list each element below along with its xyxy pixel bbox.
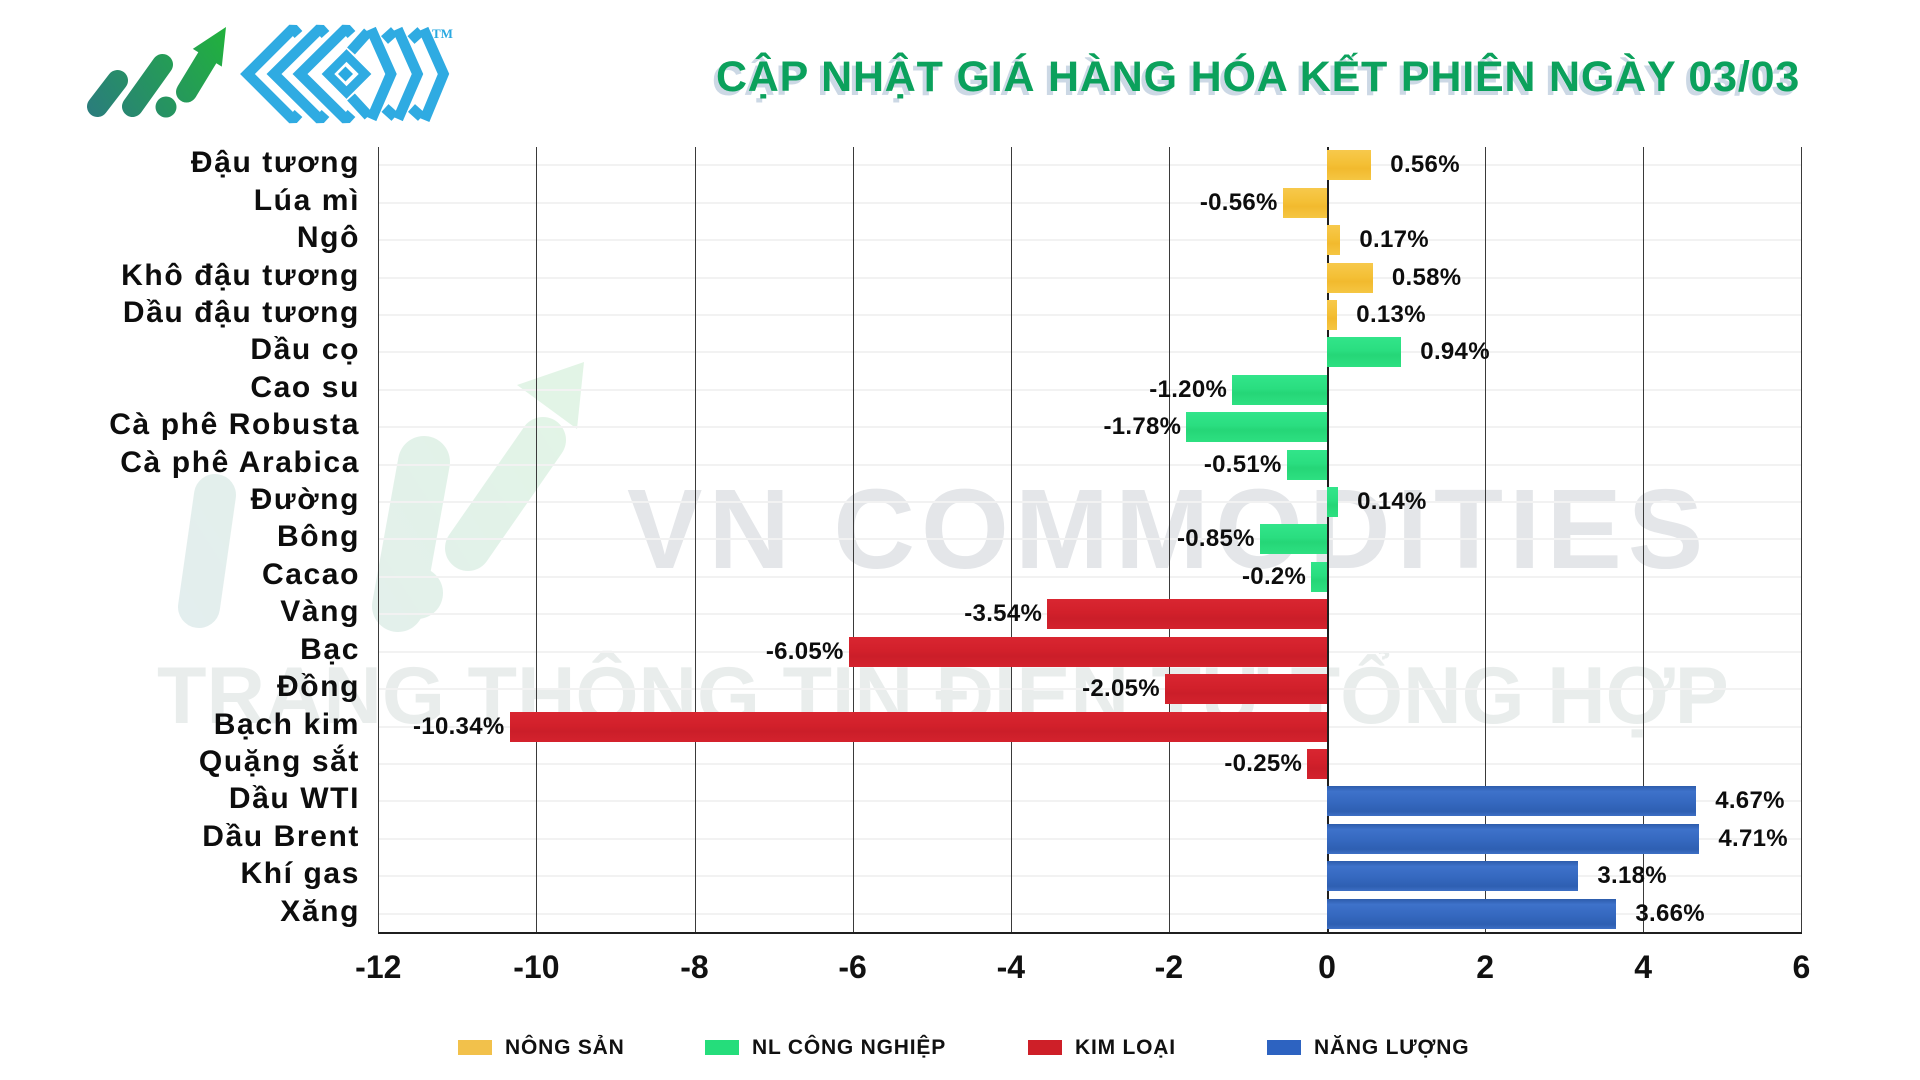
svg-text:TM: TM [432, 26, 453, 41]
